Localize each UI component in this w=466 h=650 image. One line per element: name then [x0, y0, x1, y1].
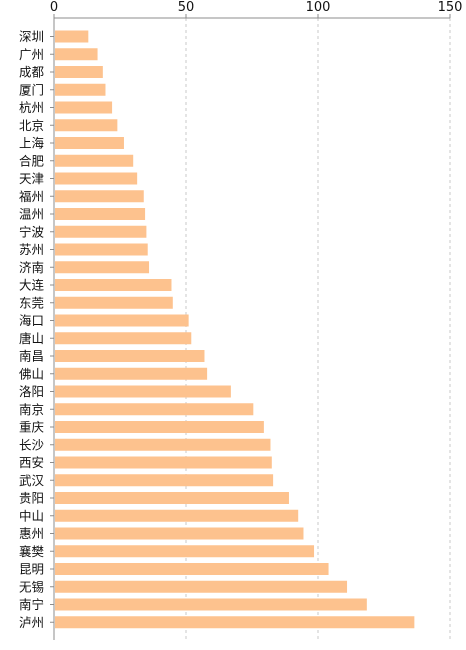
category-label: 北京: [19, 118, 44, 133]
category-label: 广州: [19, 47, 44, 62]
category-label: 中山: [19, 508, 44, 523]
category-label: 福州: [19, 189, 44, 204]
category-label: 海口: [19, 313, 44, 328]
category-label: 成都: [19, 65, 45, 80]
category-label: 无锡: [19, 579, 44, 594]
category-label: 惠州: [19, 526, 44, 541]
bar: [55, 279, 172, 291]
category-label: 杭州: [19, 100, 44, 115]
bar: [55, 403, 254, 416]
category-label: 重庆: [19, 420, 45, 435]
category-label: 昆明: [19, 562, 44, 577]
bar: [55, 154, 134, 167]
bar: [55, 119, 118, 132]
bar: [55, 137, 124, 149]
category-label: 东莞: [19, 295, 44, 310]
category-label: 济南: [19, 260, 44, 275]
bar: [55, 438, 271, 451]
bar: [55, 367, 208, 380]
category-label: 泸州: [19, 615, 44, 630]
category-label: 洛阳: [19, 384, 44, 399]
bar: [55, 527, 304, 540]
bar: [55, 30, 89, 43]
category-label: 温州: [19, 207, 44, 222]
category-label: 大连: [19, 278, 45, 293]
category-label: 南昌: [19, 349, 44, 364]
bar: [55, 296, 173, 309]
bar: [55, 190, 144, 203]
bar: [55, 616, 415, 629]
category-label: 深圳: [19, 29, 44, 44]
bar: [55, 314, 189, 327]
x-tick-label: 50: [178, 0, 195, 15]
category-label: 南宁: [19, 597, 44, 612]
category-label: 厦门: [19, 82, 44, 97]
bar: [55, 66, 103, 78]
bar: [55, 225, 147, 238]
category-label: 襄樊: [19, 544, 45, 559]
category-label: 宁波: [19, 224, 45, 239]
category-label: 佛山: [19, 366, 44, 381]
category-label: 合肥: [19, 153, 45, 168]
category-label: 西安: [19, 455, 44, 470]
category-label: 天津: [19, 171, 44, 186]
bar: [55, 172, 138, 185]
category-label: 苏州: [19, 242, 44, 257]
bar: [55, 83, 106, 96]
bar: [55, 474, 274, 487]
x-tick-label: 150: [438, 0, 463, 15]
bar: [55, 101, 113, 114]
category-label: 南京: [19, 402, 44, 417]
category-label: 贵阳: [19, 491, 44, 506]
bar: [55, 208, 146, 220]
bar: [55, 332, 192, 345]
bar: [55, 580, 348, 593]
bar: [55, 563, 329, 575]
bar: [55, 261, 150, 274]
bar: [55, 243, 148, 256]
bar: [55, 598, 367, 611]
category-label: 长沙: [19, 437, 45, 452]
bar: [55, 545, 315, 558]
category-label: 武汉: [19, 473, 45, 488]
x-tick-label: 100: [306, 0, 331, 15]
category-label: 唐山: [19, 331, 44, 346]
bar: [55, 385, 231, 398]
bar: [55, 456, 272, 469]
bar: [55, 350, 205, 362]
category-label: 上海: [19, 136, 45, 151]
bar: [55, 48, 98, 61]
x-tick-label: 0: [50, 0, 58, 15]
bar: [55, 492, 289, 504]
bar: [55, 421, 264, 433]
bar: [55, 509, 299, 522]
